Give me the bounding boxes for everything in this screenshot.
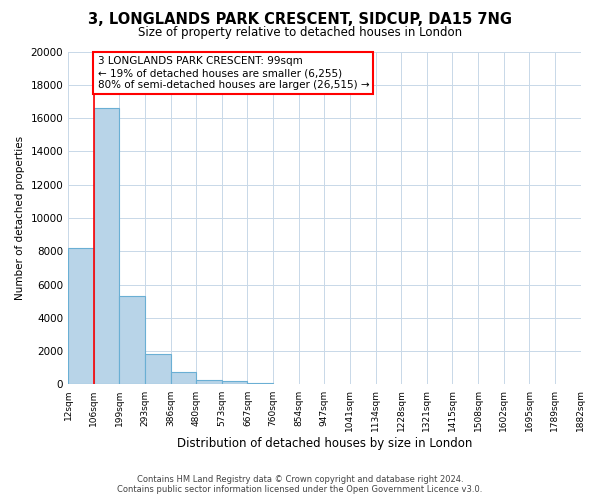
Text: 3, LONGLANDS PARK CRESCENT, SIDCUP, DA15 7NG: 3, LONGLANDS PARK CRESCENT, SIDCUP, DA15… — [88, 12, 512, 28]
Bar — [196, 380, 222, 384]
Bar — [247, 383, 273, 384]
Bar — [94, 108, 119, 384]
Bar — [170, 372, 196, 384]
Y-axis label: Number of detached properties: Number of detached properties — [15, 136, 25, 300]
Text: Size of property relative to detached houses in London: Size of property relative to detached ho… — [138, 26, 462, 39]
Bar — [145, 354, 170, 384]
Text: Contains HM Land Registry data © Crown copyright and database right 2024.
Contai: Contains HM Land Registry data © Crown c… — [118, 474, 482, 494]
Bar — [222, 381, 247, 384]
X-axis label: Distribution of detached houses by size in London: Distribution of detached houses by size … — [176, 437, 472, 450]
Bar — [68, 248, 94, 384]
Text: 3 LONGLANDS PARK CRESCENT: 99sqm
← 19% of detached houses are smaller (6,255)
80: 3 LONGLANDS PARK CRESCENT: 99sqm ← 19% o… — [98, 56, 369, 90]
Bar — [119, 296, 145, 384]
